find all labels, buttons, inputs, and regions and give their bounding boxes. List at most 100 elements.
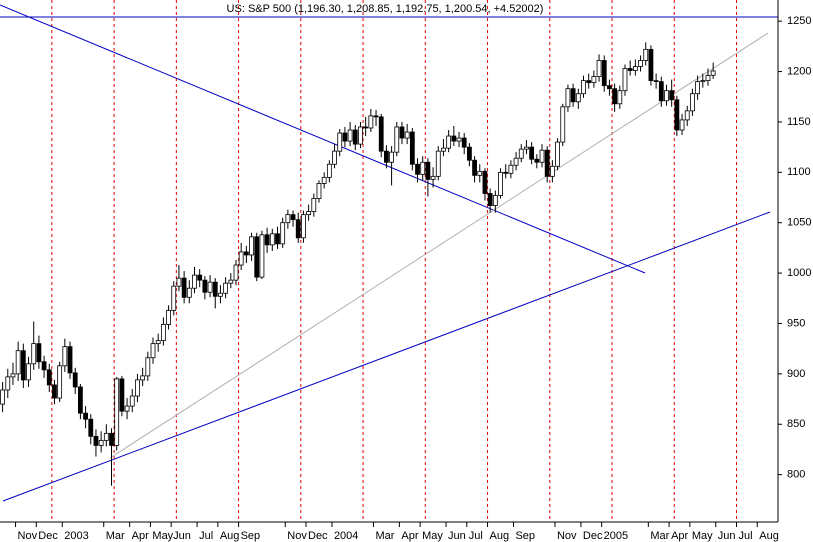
candle-body	[311, 198, 317, 213]
candle-body	[529, 146, 535, 160]
candle-body	[596, 60, 602, 77]
candle-body	[295, 219, 301, 239]
candle-body	[88, 418, 94, 437]
candle-body	[560, 106, 566, 143]
candle-body	[31, 343, 37, 365]
candle-body	[482, 170, 488, 194]
trend-line	[109, 32, 769, 459]
candle-body	[181, 277, 187, 298]
candle-body	[52, 384, 57, 399]
candle-body	[409, 131, 415, 165]
candle-body	[638, 60, 643, 67]
candle-body	[607, 85, 612, 90]
candle-body	[674, 99, 680, 131]
x-tick-label: 2004	[334, 530, 358, 542]
x-tick-label: Aug	[759, 530, 779, 542]
candle-body	[492, 195, 498, 206]
candle-body	[710, 70, 716, 76]
candle-body	[15, 350, 21, 375]
candle-body	[664, 90, 669, 102]
candle-body	[207, 281, 213, 293]
candle-body	[544, 149, 550, 177]
candle-body	[415, 163, 420, 175]
candle-body	[46, 369, 52, 386]
candle-body	[202, 279, 208, 293]
x-tick-label: Nov	[18, 530, 38, 542]
candle-body	[166, 309, 171, 325]
candle-body	[524, 146, 529, 150]
candle-body	[103, 432, 109, 441]
candle-body	[41, 361, 47, 371]
candle-body	[264, 234, 270, 246]
candle-body	[197, 274, 203, 281]
candle-body	[233, 264, 239, 281]
y-tick-label: 1000	[787, 267, 811, 279]
candle-body	[425, 161, 431, 180]
candle-body	[321, 176, 327, 184]
x-tick-label: Jun	[173, 530, 191, 542]
grid-layer	[51, 0, 738, 522]
candle-body	[326, 163, 332, 178]
candle-body	[378, 116, 384, 152]
candle-body	[5, 376, 11, 391]
x-tick-label: Aug	[220, 530, 240, 542]
candle-body	[26, 363, 31, 381]
x-tick-label: Nov	[287, 530, 307, 542]
candle-body	[176, 277, 182, 287]
candle-body	[228, 279, 234, 284]
candle-body	[243, 251, 249, 256]
x-tick-label: Jun	[718, 530, 736, 542]
candle-body	[135, 379, 140, 397]
candle-body	[160, 324, 166, 342]
candle-body	[441, 147, 446, 152]
candle-body	[404, 131, 410, 139]
x-tick-label: May	[152, 530, 173, 542]
candle-body	[700, 80, 706, 83]
candle-body	[275, 233, 280, 245]
candle-body	[124, 405, 130, 412]
x-tick-label: Dec	[583, 530, 603, 542]
candle-body	[622, 68, 628, 92]
candle-body	[368, 115, 374, 129]
x-tick-label: Mar	[650, 530, 669, 542]
candle-body	[420, 161, 426, 175]
x-tick-label: Aug	[490, 530, 510, 542]
candle-body	[0, 389, 5, 405]
candle-body	[373, 115, 379, 118]
candle-body	[218, 292, 223, 297]
y-tick-label: 1100	[787, 166, 811, 178]
x-tick-label: Sep	[515, 530, 535, 542]
x-tick-label: 2003	[64, 530, 88, 542]
x-tick-label: Jul	[739, 530, 753, 542]
candle-body	[285, 214, 291, 224]
candle-body	[254, 236, 260, 278]
candle-body	[119, 378, 125, 412]
candle-body	[399, 126, 405, 139]
candle-body	[249, 236, 254, 256]
candle-body	[684, 110, 690, 121]
candle-body	[456, 137, 462, 142]
candle-body	[301, 214, 306, 239]
candle-body	[518, 148, 524, 159]
y-tick-label: 1050	[787, 217, 811, 229]
candle-body	[461, 137, 467, 148]
candle-body	[72, 372, 78, 388]
candle-body	[658, 81, 664, 102]
candle-body	[612, 88, 618, 105]
candle-body	[679, 119, 685, 131]
candle-body	[83, 412, 88, 420]
x-tick-label: Apr	[671, 530, 688, 542]
candle-body	[498, 171, 503, 196]
candle-body	[223, 282, 229, 294]
candle-body	[601, 60, 607, 87]
x-tick-label: Dec	[38, 530, 58, 542]
candle-body	[109, 432, 114, 446]
x-tick-label: Sep	[241, 530, 261, 542]
candle-body	[570, 88, 576, 103]
x-tick-label: Mar	[106, 530, 125, 542]
candle-body	[186, 287, 192, 298]
candle-body	[347, 129, 353, 142]
x-tick-label: 2005	[604, 530, 628, 542]
